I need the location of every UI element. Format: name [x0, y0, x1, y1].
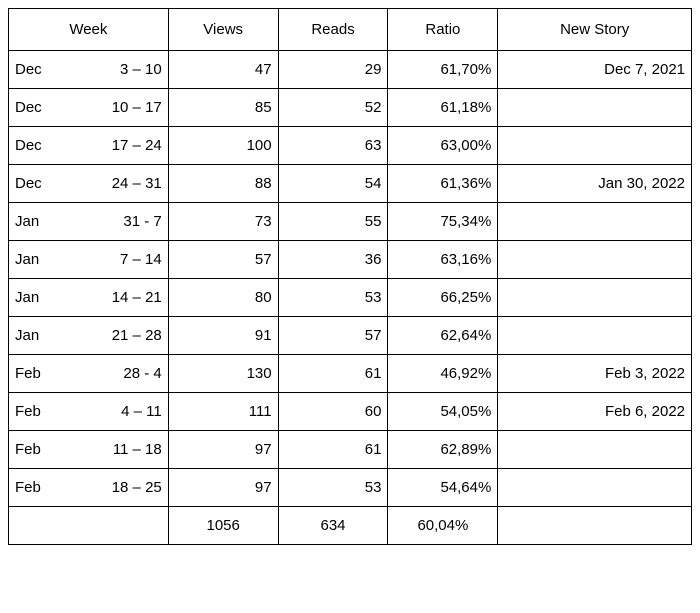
table-row: Jan14 – 21805366,25% [9, 279, 692, 317]
cell-ratio: 62,89% [388, 431, 498, 469]
cell-ratio: 63,16% [388, 241, 498, 279]
cell-views: 100 [168, 127, 278, 165]
cell-ratio: 54,64% [388, 469, 498, 507]
cell-ratio: 46,92% [388, 355, 498, 393]
cell-ratio: 54,05% [388, 393, 498, 431]
cell-ratio: 61,36% [388, 165, 498, 203]
cell-story: Feb 3, 2022 [498, 355, 692, 393]
cell-story [498, 127, 692, 165]
totals-views: 1056 [168, 507, 278, 545]
table-row: Dec24 – 31885461,36%Jan 30, 2022 [9, 165, 692, 203]
cell-reads: 63 [278, 127, 388, 165]
cell-month: Dec [9, 89, 57, 127]
totals-row: 1056 634 60,04% [9, 507, 692, 545]
cell-reads: 54 [278, 165, 388, 203]
cell-views: 80 [168, 279, 278, 317]
cell-month: Feb [9, 469, 57, 507]
cell-range: 7 – 14 [56, 241, 168, 279]
cell-month: Jan [9, 241, 57, 279]
cell-reads: 60 [278, 393, 388, 431]
cell-story [498, 469, 692, 507]
cell-views: 47 [168, 51, 278, 89]
cell-ratio: 75,34% [388, 203, 498, 241]
cell-range: 24 – 31 [56, 165, 168, 203]
cell-reads: 53 [278, 279, 388, 317]
cell-views: 97 [168, 469, 278, 507]
cell-month: Jan [9, 279, 57, 317]
cell-ratio: 66,25% [388, 279, 498, 317]
cell-ratio: 63,00% [388, 127, 498, 165]
stats-table: Week Views Reads Ratio New Story Dec3 – … [8, 8, 692, 545]
table-row: Jan31 - 7735575,34% [9, 203, 692, 241]
table-row: Dec3 – 10472961,70%Dec 7, 2021 [9, 51, 692, 89]
cell-views: 97 [168, 431, 278, 469]
cell-reads: 52 [278, 89, 388, 127]
cell-reads: 55 [278, 203, 388, 241]
cell-month: Feb [9, 393, 57, 431]
table-row: Jan7 – 14573663,16% [9, 241, 692, 279]
cell-story [498, 203, 692, 241]
table-row: Feb18 – 25975354,64% [9, 469, 692, 507]
cell-month: Feb [9, 431, 57, 469]
table-row: Feb28 - 41306146,92%Feb 3, 2022 [9, 355, 692, 393]
cell-views: 111 [168, 393, 278, 431]
cell-story: Jan 30, 2022 [498, 165, 692, 203]
cell-story: Dec 7, 2021 [498, 51, 692, 89]
totals-blank-2 [56, 507, 168, 545]
cell-month: Dec [9, 165, 57, 203]
cell-range: 11 – 18 [56, 431, 168, 469]
cell-range: 3 – 10 [56, 51, 168, 89]
totals-blank-1 [9, 507, 57, 545]
totals-blank-3 [498, 507, 692, 545]
cell-views: 57 [168, 241, 278, 279]
cell-range: 17 – 24 [56, 127, 168, 165]
cell-ratio: 62,64% [388, 317, 498, 355]
header-story: New Story [498, 9, 692, 51]
cell-month: Jan [9, 317, 57, 355]
header-views: Views [168, 9, 278, 51]
cell-views: 130 [168, 355, 278, 393]
cell-views: 91 [168, 317, 278, 355]
cell-reads: 61 [278, 355, 388, 393]
cell-month: Dec [9, 127, 57, 165]
cell-story [498, 431, 692, 469]
table-row: Dec10 – 17855261,18% [9, 89, 692, 127]
header-row: Week Views Reads Ratio New Story [9, 9, 692, 51]
cell-reads: 53 [278, 469, 388, 507]
cell-views: 88 [168, 165, 278, 203]
cell-story [498, 279, 692, 317]
cell-story [498, 89, 692, 127]
table-row: Jan21 – 28915762,64% [9, 317, 692, 355]
header-week: Week [9, 9, 169, 51]
cell-story [498, 241, 692, 279]
cell-range: 18 – 25 [56, 469, 168, 507]
cell-views: 73 [168, 203, 278, 241]
cell-range: 14 – 21 [56, 279, 168, 317]
totals-ratio: 60,04% [388, 507, 498, 545]
cell-range: 4 – 11 [56, 393, 168, 431]
header-reads: Reads [278, 9, 388, 51]
cell-range: 10 – 17 [56, 89, 168, 127]
cell-reads: 36 [278, 241, 388, 279]
cell-ratio: 61,70% [388, 51, 498, 89]
table-row: Feb11 – 18976162,89% [9, 431, 692, 469]
cell-range: 28 - 4 [56, 355, 168, 393]
cell-range: 31 - 7 [56, 203, 168, 241]
cell-range: 21 – 28 [56, 317, 168, 355]
cell-month: Jan [9, 203, 57, 241]
cell-reads: 61 [278, 431, 388, 469]
cell-month: Dec [9, 51, 57, 89]
table-row: Feb4 – 111116054,05%Feb 6, 2022 [9, 393, 692, 431]
cell-views: 85 [168, 89, 278, 127]
cell-reads: 29 [278, 51, 388, 89]
cell-reads: 57 [278, 317, 388, 355]
header-ratio: Ratio [388, 9, 498, 51]
totals-reads: 634 [278, 507, 388, 545]
cell-story: Feb 6, 2022 [498, 393, 692, 431]
cell-story [498, 317, 692, 355]
table-row: Dec17 – 241006363,00% [9, 127, 692, 165]
cell-month: Feb [9, 355, 57, 393]
cell-ratio: 61,18% [388, 89, 498, 127]
